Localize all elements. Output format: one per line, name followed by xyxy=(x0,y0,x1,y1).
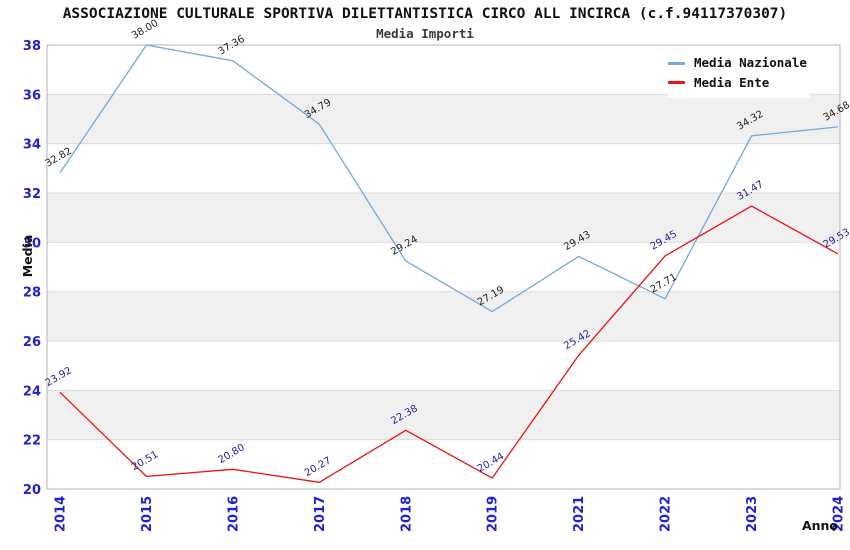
line-swatch-nazionale-icon xyxy=(668,61,685,65)
page-title: ASSOCIAZIONE CULTURALE SPORTIVA DILETTAN… xyxy=(62,6,788,22)
legend-item-media-nazionale[interactable]: Media Nazionale xyxy=(668,55,810,70)
x-tick-label: 2015 xyxy=(140,496,155,532)
series-line xyxy=(59,44,839,313)
y-tick-label: 32 xyxy=(23,187,41,202)
plot-band xyxy=(47,291,840,341)
plot-band xyxy=(47,390,840,440)
legend-label-ente: Media Ente xyxy=(694,74,770,90)
y-tick-label: 26 xyxy=(23,335,41,350)
x-tick-label: 2018 xyxy=(399,496,414,532)
x-tick-label: 2022 xyxy=(659,496,674,532)
y-tick-label: 38 xyxy=(23,39,41,54)
legend: Media Nazionale Media Ente xyxy=(668,48,810,98)
plot-border xyxy=(46,44,841,490)
x-tick-label: 2024 xyxy=(832,496,847,532)
plot-band xyxy=(47,94,840,144)
plot-band xyxy=(47,242,840,292)
y-tick-label: 28 xyxy=(23,286,41,301)
plot-band xyxy=(47,341,840,391)
x-tick-label: 2017 xyxy=(313,496,328,532)
y-axis-title: Media xyxy=(20,235,35,278)
y-tick-label: 34 xyxy=(23,138,41,153)
series-line xyxy=(59,205,839,483)
x-tick-label: 2021 xyxy=(572,496,587,532)
y-tick-label: 30 xyxy=(23,236,41,251)
chart-subtitle: Media Importi xyxy=(376,26,474,41)
legend-item-media-ente[interactable]: Media Ente xyxy=(668,74,810,90)
legend-label-nazionale: Media Nazionale xyxy=(694,55,807,70)
x-tick-label: 2016 xyxy=(226,496,241,532)
plot-band xyxy=(47,143,840,193)
plot-band xyxy=(47,439,840,489)
line-swatch-ente-icon xyxy=(668,81,685,85)
y-tick-label: 20 xyxy=(23,483,41,498)
x-tick-label: 2014 xyxy=(54,496,69,532)
point-label: 38.00 xyxy=(130,18,160,42)
x-tick-label: 2019 xyxy=(486,496,501,532)
y-tick-label: 36 xyxy=(23,88,41,103)
x-axis-title: Anno xyxy=(802,518,838,533)
y-tick-label: 22 xyxy=(23,434,41,449)
x-tick-label: 2023 xyxy=(745,496,760,532)
y-tick-label: 24 xyxy=(23,384,41,399)
plot-band xyxy=(47,193,840,243)
